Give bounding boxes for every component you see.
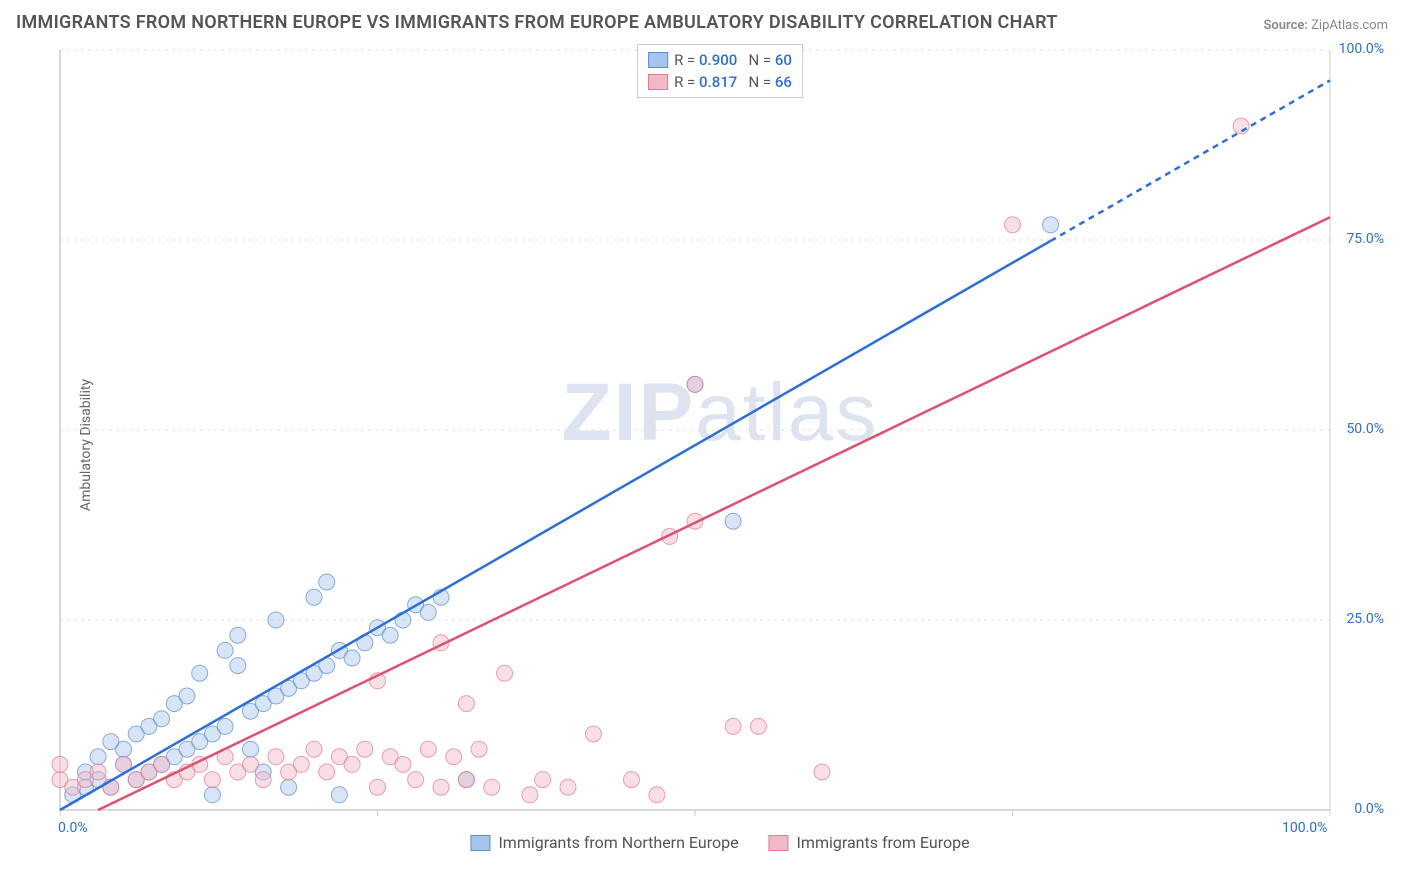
- series-label: Immigrants from Europe: [797, 833, 970, 852]
- legend-row: R = 0.900 N = 60: [648, 49, 792, 71]
- correlation-legend: R = 0.900 N = 60 R = 0.817 N = 66: [637, 44, 803, 98]
- source-label: Source:: [1263, 18, 1307, 33]
- y-tick-label: 25.0%: [1346, 611, 1384, 627]
- series-legend-item: Immigrants from Europe: [769, 833, 970, 852]
- series-swatch: [470, 835, 490, 851]
- chart-area: Ambulatory Disability ZIPatlas R = 0.900…: [50, 40, 1390, 850]
- legend-stats: R = 0.817 N = 66: [674, 73, 792, 91]
- x-tick-label: 100.0%: [1282, 820, 1327, 836]
- y-tick-label: 50.0%: [1346, 421, 1384, 437]
- legend-row: R = 0.817 N = 66: [648, 71, 792, 93]
- chart-title: IMMIGRANTS FROM NORTHERN EUROPE VS IMMIG…: [16, 12, 1058, 33]
- y-tick-label: 0.0%: [1354, 801, 1384, 817]
- source-value: ZipAtlas.com: [1311, 18, 1388, 33]
- series-legend: Immigrants from Northern Europe Immigrant…: [470, 833, 969, 852]
- legend-swatch: [648, 74, 668, 90]
- source-attribution: Source: ZipAtlas.com: [1263, 18, 1388, 33]
- series-legend-item: Immigrants from Northern Europe: [470, 833, 738, 852]
- legend-stats: R = 0.900 N = 60: [674, 51, 792, 69]
- y-tick-label: 75.0%: [1346, 231, 1384, 247]
- scatter-plot-svg: [50, 40, 1390, 850]
- y-tick-label: 100.0%: [1339, 41, 1384, 57]
- series-label: Immigrants from Northern Europe: [498, 833, 738, 852]
- series-swatch: [769, 835, 789, 851]
- legend-swatch: [648, 52, 668, 68]
- x-tick-label: 0.0%: [58, 820, 88, 836]
